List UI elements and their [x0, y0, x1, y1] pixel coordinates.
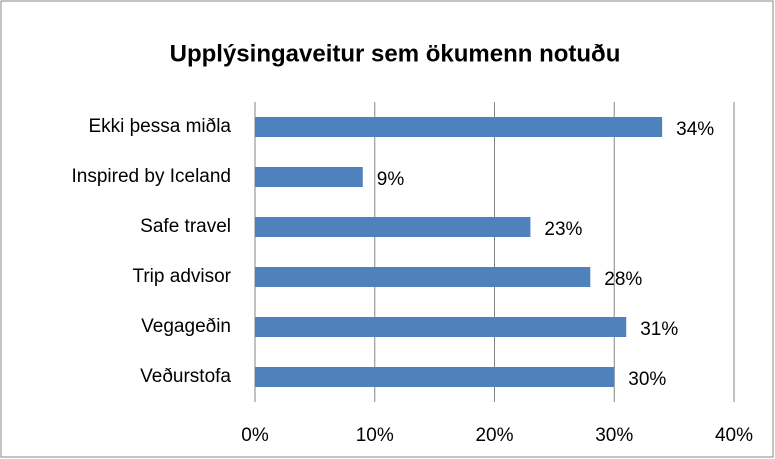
- y-tick-label: Safe travel: [140, 216, 231, 237]
- y-tick-label: Ekki þessa miðla: [88, 116, 231, 137]
- x-tick-label: 30%: [595, 425, 633, 446]
- y-tick-label: Vegageðin: [141, 316, 231, 337]
- data-label: 31%: [640, 319, 678, 340]
- x-tick-label: 10%: [356, 425, 394, 446]
- y-tick-label: Veðurstofa: [140, 366, 231, 387]
- y-tick-label: Trip advisor: [132, 266, 231, 287]
- bar: [255, 267, 591, 287]
- data-label: 9%: [377, 169, 405, 190]
- chart-title: Upplýsingaveitur sem ökumenn notuðu: [170, 40, 621, 67]
- bar: [255, 217, 531, 237]
- x-tick-label: 40%: [715, 425, 753, 446]
- x-tick-label: 0%: [241, 425, 269, 446]
- data-label: 30%: [628, 369, 666, 390]
- data-label: 23%: [544, 219, 582, 240]
- y-tick-label: Inspired by Iceland: [72, 166, 232, 187]
- bar: [255, 367, 615, 387]
- data-label: 28%: [604, 269, 642, 290]
- x-tick-label: 20%: [475, 425, 513, 446]
- bar: [255, 167, 363, 187]
- bar: [255, 317, 627, 337]
- data-label: 34%: [676, 119, 714, 140]
- bar: [255, 117, 663, 137]
